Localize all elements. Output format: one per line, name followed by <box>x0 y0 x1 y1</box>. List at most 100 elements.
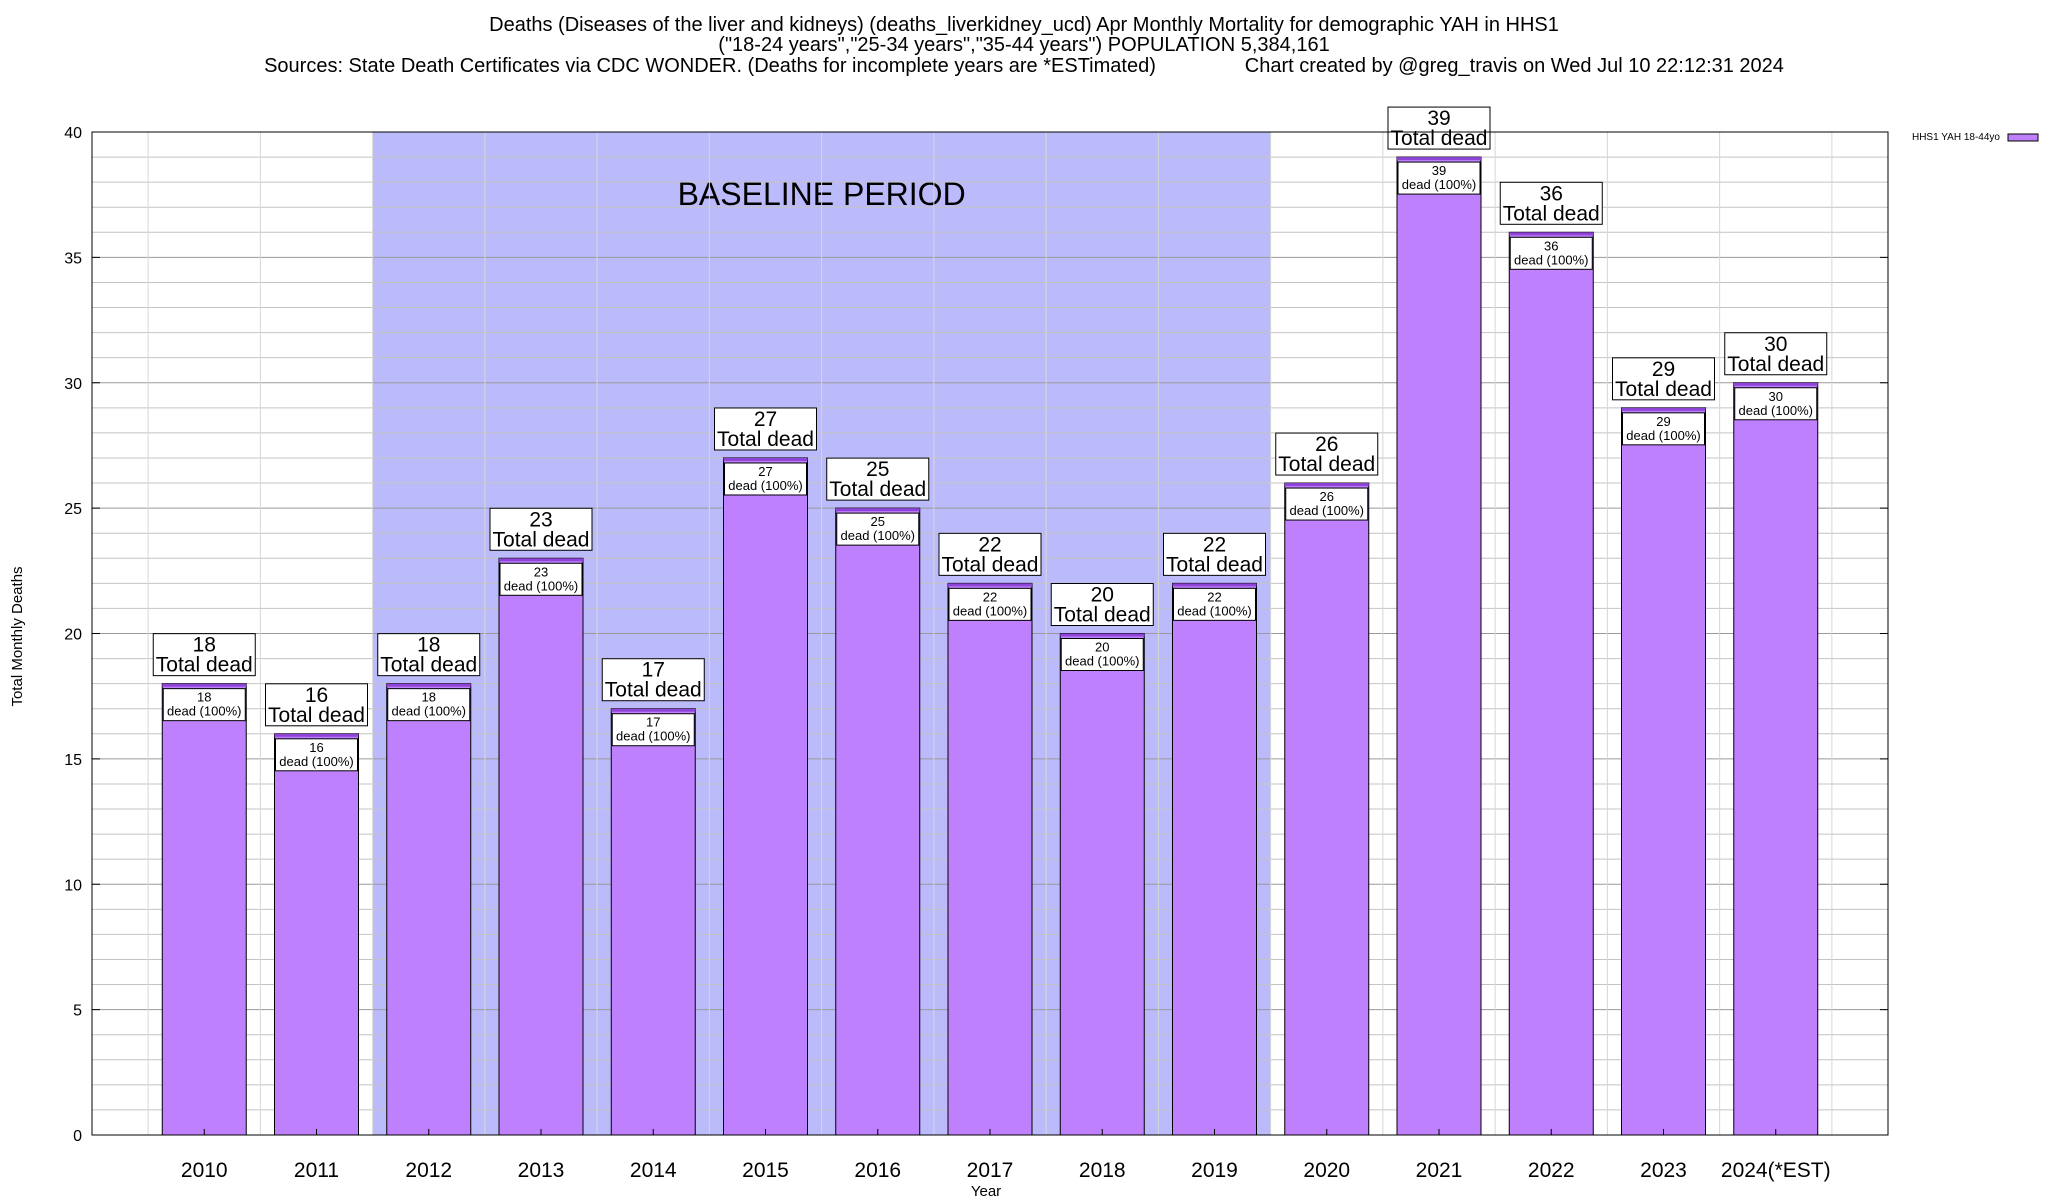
bar-2023 <box>1621 407 1706 1136</box>
x-tick-label: 2022 <box>1528 1159 1575 1182</box>
total-label-value: 18 <box>417 634 440 657</box>
inner-label-box <box>499 562 583 596</box>
x-tick-label: 2011 <box>294 1159 339 1182</box>
inner-label-text: dead (100%) <box>504 578 578 593</box>
total-label-text: Total dead <box>1727 353 1824 376</box>
inner-label-box <box>1173 587 1256 621</box>
inner-label-box <box>1734 387 1818 421</box>
x-tick-label: 2010 <box>181 1159 228 1182</box>
inner-label-text: dead (100%) <box>1290 503 1364 518</box>
inner-label-box <box>611 713 695 747</box>
inner-label-box <box>948 587 1032 621</box>
total-label-text: Total dead <box>1391 127 1488 150</box>
x-tick-label: 2021 <box>1416 1159 1463 1182</box>
bar-2017 <box>947 582 1033 1136</box>
inner-label-box <box>836 512 920 546</box>
total-label-box <box>601 658 705 702</box>
x-tick-label: 2020 <box>1303 1159 1350 1182</box>
total-label-box <box>377 633 481 677</box>
inner-label-box <box>1622 412 1705 446</box>
inner-label-value: 18 <box>197 690 211 705</box>
bar-top-2012 <box>386 683 471 687</box>
bar-2019 <box>1172 582 1257 1136</box>
bar-top-2017 <box>948 583 1032 587</box>
total-label-box <box>1050 583 1154 626</box>
inner-label-text: dead (100%) <box>1626 428 1700 443</box>
x-axis-title: Year <box>971 1183 1001 1200</box>
total-label-box <box>265 683 368 727</box>
y-tick-label: 15 <box>64 752 82 769</box>
inner-label-text: dead (100%) <box>953 603 1027 618</box>
x-tick-label: 2017 <box>967 1159 1014 1182</box>
bar-2024(*EST) <box>1733 382 1819 1136</box>
bar-top-2013 <box>499 558 583 562</box>
bar-top-2018 <box>1060 633 1145 637</box>
inner-label-value: 16 <box>309 740 323 755</box>
inner-label-value: 22 <box>1207 589 1221 604</box>
total-label-text: Total dead <box>942 553 1039 576</box>
total-label-text: Total dead <box>380 654 477 677</box>
total-label-text: Total dead <box>1278 453 1375 476</box>
x-tick-label: 2023 <box>1640 1159 1687 1182</box>
total-label-box <box>1499 181 1603 225</box>
total-label-box <box>1387 106 1491 150</box>
y-tick-label: 40 <box>64 125 82 142</box>
total-label-value: 20 <box>1091 584 1114 607</box>
bar-2016 <box>835 507 921 1136</box>
inner-label-box <box>1397 161 1481 195</box>
inner-label-text: dead (100%) <box>392 704 466 719</box>
bar-top-2023 <box>1621 407 1706 411</box>
legend-label: HHS1 YAH 18-44yo <box>1912 132 2000 143</box>
total-label-text: Total dead <box>717 428 814 451</box>
inner-label-value: 23 <box>534 564 548 579</box>
chart-title-line-1: Deaths (Diseases of the liver and kidney… <box>489 14 1559 36</box>
total-label-text: Total dead <box>493 528 590 551</box>
x-tick-label: 2013 <box>518 1159 565 1182</box>
total-label-text: Total dead <box>829 478 926 501</box>
chart-title-line-2: ("18-24 years","25-34 years","35-44 year… <box>718 34 1330 56</box>
inner-label-text: dead (100%) <box>279 754 353 769</box>
inner-label-text: dead (100%) <box>167 704 241 719</box>
total-label-box <box>1724 332 1828 376</box>
total-label-value: 22 <box>978 533 1001 556</box>
bar-2010 <box>161 683 247 1136</box>
bar-2020 <box>1284 482 1370 1136</box>
inner-label-value: 17 <box>646 715 660 730</box>
x-tick-label: 2018 <box>1079 1159 1126 1182</box>
bar-top-2016 <box>835 508 920 512</box>
y-tick-label: 25 <box>64 501 82 518</box>
inner-label-box <box>387 688 471 722</box>
inner-label-text: dead (100%) <box>1402 177 1476 192</box>
total-label-value: 29 <box>1652 358 1675 381</box>
total-label-value: 18 <box>193 634 216 657</box>
total-label-box <box>938 532 1042 576</box>
inner-label-box <box>162 688 246 722</box>
y-tick-label: 5 <box>73 1003 82 1020</box>
total-label-text: Total dead <box>1166 553 1263 576</box>
inner-label-box <box>1285 487 1369 521</box>
x-tick-label: 2016 <box>854 1159 901 1182</box>
chart-title-line-3: Sources: State Death Certificates via CD… <box>264 55 1784 77</box>
inner-label-value: 20 <box>1095 640 1109 655</box>
inner-label-value: 29 <box>1656 414 1670 429</box>
bar-top-2011 <box>274 733 359 737</box>
total-label-value: 36 <box>1540 182 1563 205</box>
total-label-box <box>1163 532 1266 576</box>
inner-label-box <box>275 738 358 772</box>
bar-top-2020 <box>1284 483 1369 487</box>
inner-label-text: dead (100%) <box>841 528 915 543</box>
y-tick-label: 20 <box>64 627 82 644</box>
inner-label-text: dead (100%) <box>616 729 690 744</box>
inner-label-value: 27 <box>758 464 772 479</box>
total-label-text: Total dead <box>1054 604 1151 627</box>
x-tick-label: 2012 <box>405 1159 452 1182</box>
x-tick-label: 2019 <box>1191 1159 1238 1182</box>
total-label-text: Total dead <box>1615 378 1712 401</box>
total-label-value: 22 <box>1203 533 1226 556</box>
inner-label-value: 22 <box>983 589 997 604</box>
bar-top-2019 <box>1172 583 1257 587</box>
total-label-value: 23 <box>529 508 552 531</box>
